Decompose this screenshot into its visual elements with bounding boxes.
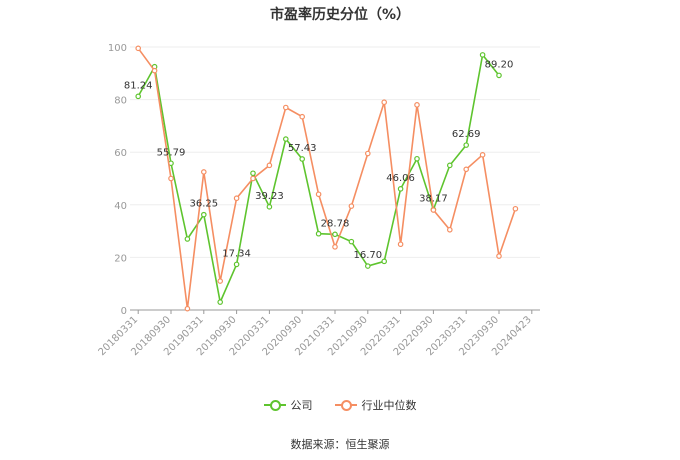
industry-point	[233, 195, 240, 202]
legend-item-industry[interactable]: 行业中位数	[334, 397, 417, 413]
company-point	[233, 261, 240, 268]
series	[135, 45, 519, 312]
company-point	[266, 204, 273, 210]
y-tick-label: 0	[121, 306, 127, 317]
grid-lines	[130, 46, 540, 258]
industry-point	[250, 175, 256, 182]
industry-point	[315, 191, 322, 198]
y-tick-label: 20	[114, 253, 127, 264]
industry-point	[512, 205, 519, 212]
data-label: 28.78	[321, 218, 350, 229]
industry-point	[168, 175, 174, 182]
company-point	[299, 156, 306, 162]
industry-point	[430, 207, 437, 213]
company-point	[332, 231, 338, 238]
axes	[130, 309, 540, 314]
company-point	[414, 155, 420, 162]
legend: 公司 行业中位数	[0, 397, 680, 413]
industry-point	[184, 305, 191, 312]
industry-point	[479, 152, 486, 158]
y-tick-label: 40	[114, 201, 127, 212]
industry-point	[151, 67, 158, 74]
industry-point	[414, 102, 420, 108]
data-label: 36.25	[189, 199, 218, 210]
industry-point	[201, 169, 207, 175]
legend-company-label: 公司	[290, 399, 313, 412]
company-point	[250, 170, 256, 177]
data-label: 38.17	[419, 194, 448, 205]
company-point	[397, 186, 404, 192]
industry-point	[446, 226, 453, 233]
y-tick-labels: 0 20 40 60 80 100	[108, 43, 127, 317]
data-label: 81.24	[124, 80, 153, 91]
industry-point	[381, 99, 388, 106]
industry-point	[266, 162, 273, 169]
legend-industry-label: 行业中位数	[361, 399, 417, 412]
company-point	[184, 236, 191, 242]
company-point	[479, 52, 486, 58]
chart-title: 市盈率历史分位（%）	[269, 7, 411, 23]
data-label: 46.06	[386, 173, 415, 184]
industry-line	[137, 47, 517, 309]
data-label: 17.34	[222, 248, 251, 259]
industry-point	[299, 113, 306, 120]
legend-item-company[interactable]: 公司	[263, 397, 313, 413]
company-point	[364, 263, 371, 269]
industry-point	[282, 104, 289, 111]
data-label: 89.20	[485, 59, 514, 70]
company-point	[381, 258, 388, 265]
data-label: 55.79	[157, 147, 186, 158]
industry-point	[496, 253, 502, 259]
x-tick-labels: 2018033120180930201903312019093020200331…	[97, 314, 534, 358]
industry-point	[397, 241, 404, 248]
company-point	[348, 238, 355, 245]
legend-company-icon	[263, 399, 286, 411]
company-point	[446, 162, 453, 169]
company-point	[282, 136, 289, 142]
y-tick-label: 100	[108, 43, 127, 54]
data-label: 57.43	[288, 143, 317, 154]
industry-point	[135, 45, 142, 52]
industry-point	[463, 166, 470, 173]
legend-industry-icon	[334, 399, 357, 411]
data-label: 62.69	[452, 129, 481, 140]
y-tick-label: 60	[114, 148, 127, 159]
data-source: 数据来源：恒生聚源	[290, 438, 390, 451]
data-label: 16.70	[353, 250, 382, 261]
industry-point	[217, 278, 224, 284]
industry-point	[364, 150, 371, 157]
company-point	[135, 93, 142, 100]
y-tick-label: 80	[114, 96, 127, 107]
company-point	[217, 299, 224, 305]
data-labels: 81.24 55.79 36.25 17.34 39.23 57.43 28.78 16.70…	[124, 59, 513, 261]
data-label: 39.23	[255, 191, 284, 202]
company-point	[201, 211, 207, 218]
industry-point	[348, 203, 355, 209]
company-point	[315, 230, 322, 237]
industry-point	[332, 244, 338, 250]
company-point	[463, 142, 470, 148]
company-point	[496, 72, 502, 79]
